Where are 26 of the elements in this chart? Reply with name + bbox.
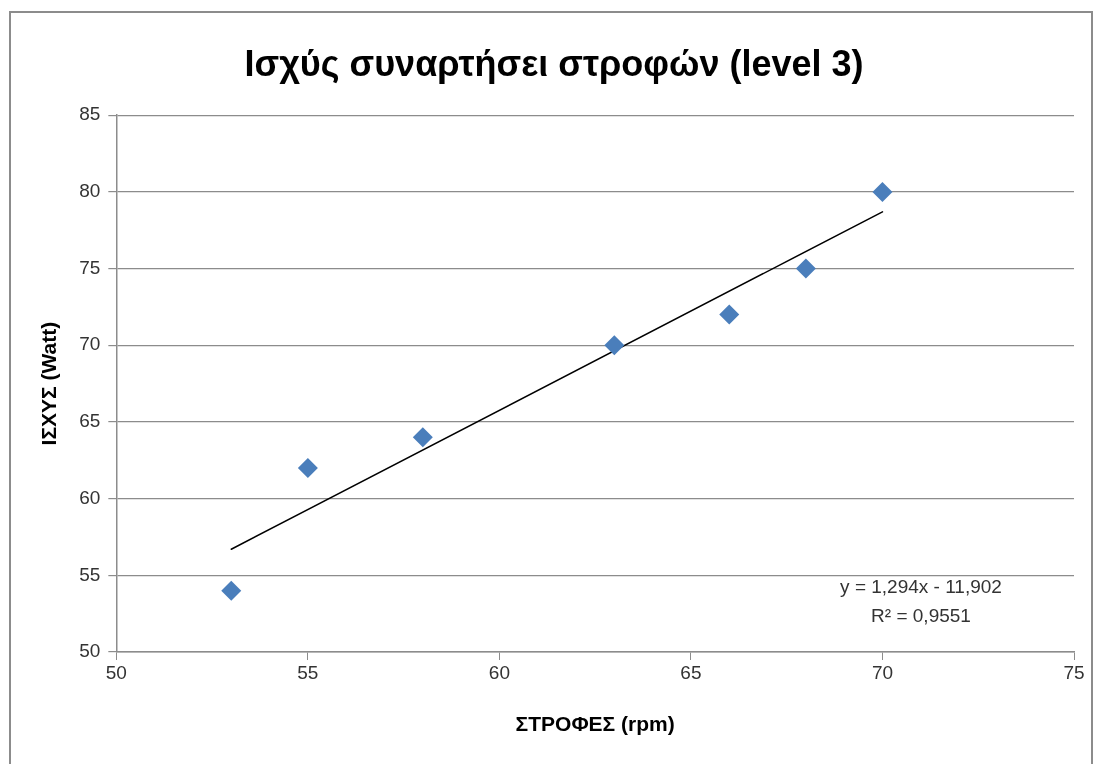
- x-tick-label: 50: [105, 661, 127, 683]
- point: [297, 457, 318, 478]
- annotation: y = 1,294x - 11,902: [840, 576, 1002, 598]
- y-tick-label: 75: [79, 256, 101, 278]
- y-tick-label: 55: [79, 563, 101, 585]
- y-tick-label: 50: [79, 640, 101, 662]
- point: [221, 580, 242, 601]
- y-tick-label: 85: [79, 103, 101, 125]
- x-axis-title: ΣΤΡΟΦΕΣ (rpm): [515, 712, 675, 736]
- x-tick-label: 70: [871, 661, 894, 683]
- x-tick-label: 55: [297, 661, 319, 683]
- annotation: R² = 0,9551: [871, 605, 971, 627]
- y-tick-label: 80: [79, 180, 101, 202]
- x-tick-label: 65: [680, 661, 702, 683]
- y-tick-label: 60: [79, 486, 101, 508]
- point: [412, 427, 433, 448]
- point: [795, 258, 816, 279]
- point: [604, 335, 625, 356]
- x-tick-label: 75: [1063, 661, 1085, 683]
- point: [872, 181, 893, 202]
- x-tick-label: 60: [488, 661, 510, 683]
- chart-title: Ισχύς συναρτήσει στροφών (level 3): [244, 42, 864, 84]
- y-tick-label: 65: [79, 410, 101, 432]
- y-axis-title: ΙΣΧΥΣ (Watt): [37, 321, 61, 446]
- point: [719, 304, 740, 325]
- y-tick-label: 70: [79, 333, 101, 355]
